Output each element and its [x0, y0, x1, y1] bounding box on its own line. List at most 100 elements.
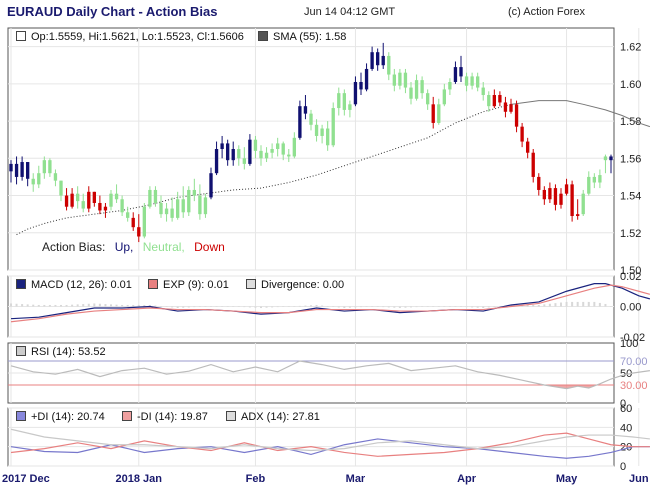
price-candle — [442, 89, 447, 105]
price-candle — [125, 212, 130, 218]
price-candle — [253, 139, 258, 151]
price-candle — [75, 193, 80, 202]
rsi-ytick-label: 0 — [620, 398, 626, 410]
price-ytick-label: 1.60 — [620, 79, 641, 91]
macd-divergence-bar — [187, 306, 190, 308]
bias-label: Action Bias: — [42, 240, 106, 254]
sma-legend-text: SMA (55): 1.58 — [273, 31, 347, 43]
price-candle — [37, 173, 41, 185]
macd-divergence-bar — [493, 306, 496, 307]
price-candle — [581, 193, 585, 215]
price-candle — [25, 162, 30, 179]
price-candle — [120, 199, 124, 213]
price-candle — [537, 176, 541, 190]
macd-ytick-label: 0.00 — [620, 302, 641, 314]
macd-divergence-bar — [32, 304, 35, 307]
macd-divergence-bar — [148, 304, 151, 307]
price-candle — [314, 124, 319, 136]
exp-swatch — [148, 279, 158, 289]
price-candle — [553, 188, 558, 205]
sma-legend: SMA (55): 1.58 — [258, 31, 346, 43]
macd-divergence-bar — [237, 306, 240, 307]
price-candle — [64, 195, 69, 207]
macd-divergence-bar — [460, 306, 462, 307]
price-candle — [492, 95, 497, 107]
sma-line-dotted — [16, 103, 512, 236]
macd-divergence-bar — [604, 303, 607, 307]
macd-divergence-bar — [348, 306, 351, 308]
macd-divergence-bar — [432, 306, 435, 307]
price-candle — [242, 158, 247, 164]
price-candle — [320, 128, 324, 136]
macd-divergence-bar — [198, 306, 201, 307]
macd-divergence-bar — [271, 306, 274, 308]
adx-swatch — [226, 411, 236, 421]
bias-neutral: Neutral, — [142, 240, 185, 254]
macd-divergence-bar — [371, 306, 374, 307]
macd-divergence-bar — [110, 304, 112, 307]
macd-divergence-bar — [104, 304, 107, 307]
macd-divergence-bar — [476, 306, 479, 308]
macd-divergence-bar — [226, 306, 229, 307]
price-candle — [98, 202, 102, 211]
price-candle — [570, 184, 574, 217]
mdi-legend: -DI (14): 19.87 — [122, 411, 208, 423]
price-candle — [514, 104, 519, 127]
macd-ytick-label: -0.02 — [620, 332, 645, 344]
exp-legend: EXP (9): 0.01 — [148, 279, 229, 291]
timestamp: Jun 14 04:12 GMT — [304, 6, 396, 18]
exp-legend-text: EXP (9): 0.01 — [163, 279, 229, 291]
price-ytick-label: 1.56 — [620, 153, 641, 165]
macd-divergence-bar — [143, 304, 146, 307]
macd-divergence-bar — [498, 306, 501, 307]
price-candle — [81, 201, 85, 209]
macd-divergence-bar — [265, 306, 268, 308]
macd-divergence-bar — [393, 306, 396, 308]
price-candle — [309, 113, 313, 125]
price-candle — [264, 152, 269, 159]
macd-divergence-bar — [582, 301, 585, 307]
price-candle — [337, 93, 341, 109]
price-panel-frame — [7, 27, 615, 271]
macd-divergence-bar — [93, 303, 96, 307]
adx-line — [10, 428, 650, 452]
mdi-legend-text: -DI (14): 19.87 — [137, 411, 208, 423]
adx-legend-text: ADX (14): 27.81 — [241, 411, 320, 423]
price-candle — [42, 160, 47, 174]
macd-divergence-bar — [260, 306, 262, 309]
price-candle — [448, 81, 452, 90]
price-candle — [509, 104, 513, 112]
macd-divergence-bar — [132, 304, 135, 307]
macd-divergence-bar — [482, 306, 485, 309]
adx-legend: ADX (14): 27.81 — [226, 411, 320, 423]
macd-divergence-bar — [204, 306, 207, 307]
price-candle — [153, 189, 158, 203]
macd-divergence-bar — [121, 304, 124, 307]
macd-divergence-bar — [282, 306, 285, 307]
price-candle — [203, 197, 208, 215]
pdi-swatch — [16, 411, 26, 421]
macd-divergence-bar — [560, 302, 562, 307]
macd-divergence-bar — [21, 304, 24, 307]
macd-divergence-bar — [510, 304, 512, 307]
x-axis-label: Feb — [246, 473, 266, 485]
macd-divergence-bar — [160, 306, 162, 307]
pdi-legend: +DI (14): 20.74 — [16, 411, 105, 423]
macd-legend: MACD (12, 26): 0.01 — [16, 279, 132, 291]
macd-divergence-bar — [193, 306, 196, 308]
macd-divergence-bar — [182, 306, 185, 308]
pdi-legend-text: +DI (14): 20.74 — [31, 411, 105, 423]
macd-divergence-bar — [54, 304, 57, 307]
ohlc-legend: Op:1.5559, Hi:1.5621, Lo:1.5523, Cl:1.56… — [16, 31, 244, 43]
macd-divergence-bar — [598, 302, 601, 307]
dmi-ytick-label: 40 — [620, 422, 632, 434]
price-candle — [603, 156, 608, 161]
price-ytick-label: 1.58 — [620, 116, 641, 128]
rsi-ytick-label: 30.00 — [620, 380, 648, 392]
divergence-legend-text: Divergence: 0.00 — [261, 279, 345, 291]
price-candle — [475, 76, 480, 88]
pdi-line — [10, 438, 650, 459]
macd-divergence-bar — [410, 306, 412, 308]
macd-divergence-bar — [471, 306, 474, 308]
price-candle — [548, 188, 552, 200]
